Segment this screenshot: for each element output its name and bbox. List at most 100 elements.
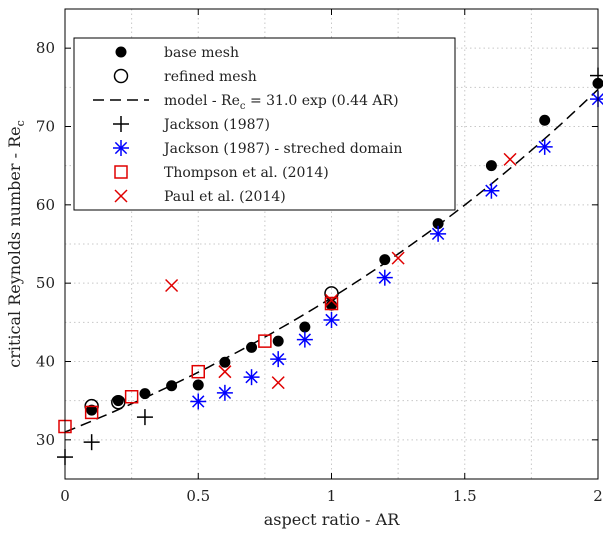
data-point [83,434,100,451]
legend-label: refined mesh [164,69,257,85]
legend-label: model - Rec = 31.0 exp (0.44 AR) [164,93,399,112]
legend-label: Jackson (1987) - streched domain [162,141,402,157]
asterisk-stroke [431,227,445,241]
data-point [590,91,603,108]
data-point [324,296,339,311]
series-1 [84,286,339,414]
legend-label: Jackson (1987) [162,117,270,133]
legend-label: base mesh [164,45,239,61]
data-point [258,334,272,348]
data-point [111,394,126,410]
y-tick-label: 60 [36,196,55,214]
y-axis-label-sub: c [14,120,27,126]
data-point [299,321,311,333]
x-tick-label: 1.5 [453,487,477,505]
x-marker-stroke [503,152,517,166]
legend-label-text: Paul et al. (2014) [164,189,286,205]
x-marker-stroke [218,365,232,379]
data-point [218,365,232,379]
x-marker-stroke [391,251,405,265]
asterisk-stroke [245,370,258,384]
x-axis-label: aspect ratio - AR [264,510,400,529]
legend-box [73,37,456,211]
series-4 [190,91,603,410]
data-point [270,351,287,368]
asterisk-stroke [485,184,498,197]
legend-label: Thompson et al. (2014) [164,165,329,181]
y-axis-label: critical Reynolds number - Rec [5,120,27,368]
legend-marker [113,68,129,84]
asterisk-stroke [218,386,232,400]
x-marker-stroke [114,189,128,203]
legend-marker [115,46,127,58]
legend: base mesh refined mesh model - Rec = 31.0 … [73,37,456,211]
data-point [271,376,285,390]
data-point [272,335,284,347]
axis-ticks: 0 0.5 1 1.5 2 30 40 50 60 70 80 [36,9,603,505]
data-point [243,369,260,386]
y-tick-label: 70 [36,118,55,136]
data-point [84,405,99,420]
data-point [326,299,337,311]
data-point [139,388,151,400]
data-point [539,114,551,126]
x-marker-stroke [165,278,179,293]
data-point [485,160,497,172]
legend-marker [113,140,129,156]
data-point [165,278,179,293]
legend-label-text: base mesh [164,45,239,61]
data-point [136,409,153,426]
data-point [246,341,258,353]
data-point [379,254,391,266]
legend-marker [113,116,129,132]
series-5 [58,296,339,434]
asterisk-stroke [538,140,551,154]
legend-label: Paul et al. (2014) [164,189,286,205]
data-point [391,251,405,265]
data-point [430,225,447,242]
y-tick-label: 40 [36,353,55,371]
data-point [191,364,205,379]
x-tick-label: 0 [60,487,70,505]
asterisk-stroke [325,313,338,327]
series-6 [165,152,517,390]
legend-label-text: Jackson (1987) [162,117,270,133]
legend-label-rest: = 31.0 exp (0.44 AR) [246,93,399,109]
data-points [57,67,603,466]
x-marker-stroke [271,376,285,390]
y-tick-label: 80 [36,39,55,57]
asterisk-stroke [378,271,391,284]
asterisk-stroke [298,333,312,346]
data-point [536,138,553,155]
legend-marker [114,165,128,179]
asterisk-stroke [192,395,205,408]
data-point [503,152,517,166]
legend-label-text: Thompson et al. (2014) [164,165,329,181]
legend-label-text: Jackson (1987) - streched domain [162,141,402,157]
data-point [483,182,500,199]
data-point [190,393,207,410]
data-point [324,293,339,307]
data-point [166,380,178,392]
data-point [323,311,340,328]
data-point [124,390,139,404]
legend-marker [114,189,128,203]
data-point [192,379,204,391]
y-tick-label: 30 [36,431,55,449]
legend-label-text: model - Re [164,93,240,109]
data-point [296,331,313,348]
asterisk-stroke [272,352,285,366]
asterisk-stroke [114,141,128,155]
data-point [219,356,231,368]
x-tick-label: 1 [327,487,337,505]
y-axis-label-main: critical Reynolds number - Re [5,126,24,367]
x-tick-label: 2 [593,487,603,505]
data-point [216,384,233,401]
legend-label-sub: c [240,101,246,112]
legend-label-text: refined mesh [164,69,257,85]
data-point [376,269,393,286]
x-tick-label: 0.5 [186,487,210,505]
y-tick-label: 50 [36,274,55,292]
x-marker-stroke [324,293,339,307]
